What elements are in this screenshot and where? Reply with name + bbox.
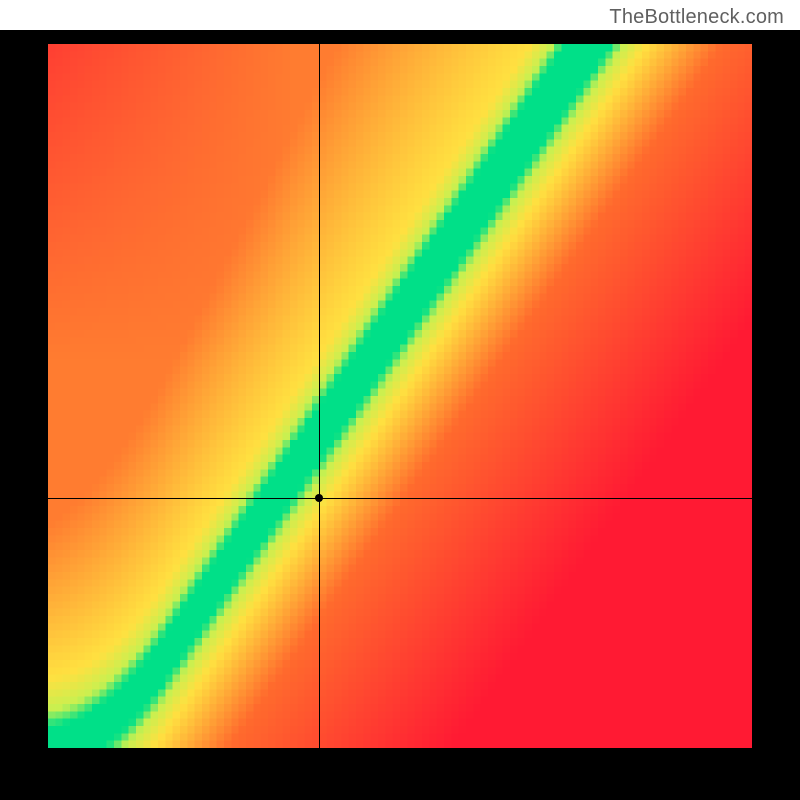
chart-container: TheBottleneck.com	[0, 0, 800, 800]
crosshair-horizontal	[48, 498, 752, 499]
outer-frame	[0, 30, 800, 800]
heatmap-canvas	[48, 44, 752, 748]
watermark-text: TheBottleneck.com	[609, 6, 784, 29]
crosshair-marker	[315, 494, 323, 502]
crosshair-vertical	[319, 44, 320, 748]
